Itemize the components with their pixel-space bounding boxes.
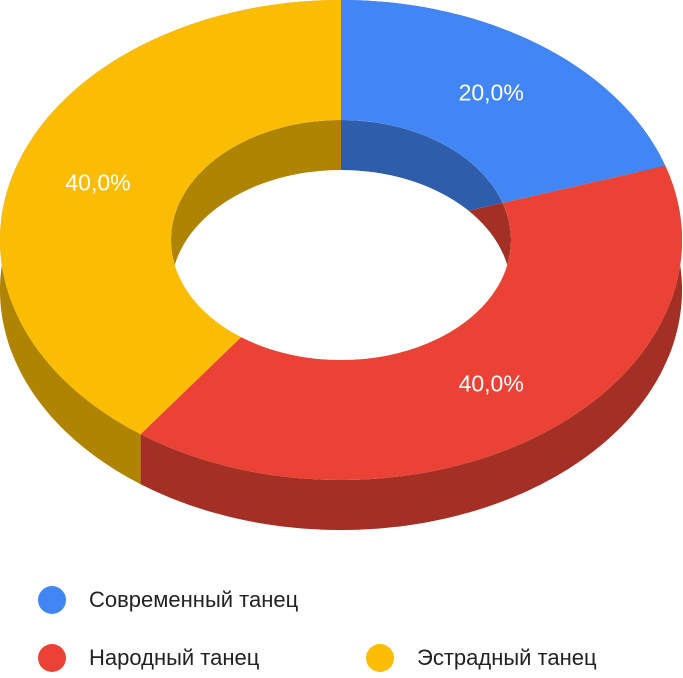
legend-swatch bbox=[38, 644, 66, 672]
legend-label: Современный танец bbox=[89, 587, 299, 612]
legend-label: Эстрадный танец bbox=[417, 645, 597, 670]
legend: Современный танец Народный танец Эстрадный… bbox=[38, 586, 597, 672]
legend-label: Народный танец bbox=[89, 645, 260, 670]
value-label: 40,0% bbox=[459, 371, 524, 397]
slice bbox=[0, 0, 341, 435]
value-label: 40,0% bbox=[65, 169, 130, 195]
slice bbox=[140, 165, 683, 481]
value-labels: 20,0% 40,0% 40,0% bbox=[65, 79, 523, 396]
value-label: 20,0% bbox=[459, 79, 524, 105]
top-face bbox=[0, 0, 683, 481]
side-wall bbox=[140, 165, 683, 531]
legend-swatch bbox=[366, 644, 394, 672]
legend-swatch bbox=[38, 586, 66, 614]
slice bbox=[341, 0, 666, 203]
